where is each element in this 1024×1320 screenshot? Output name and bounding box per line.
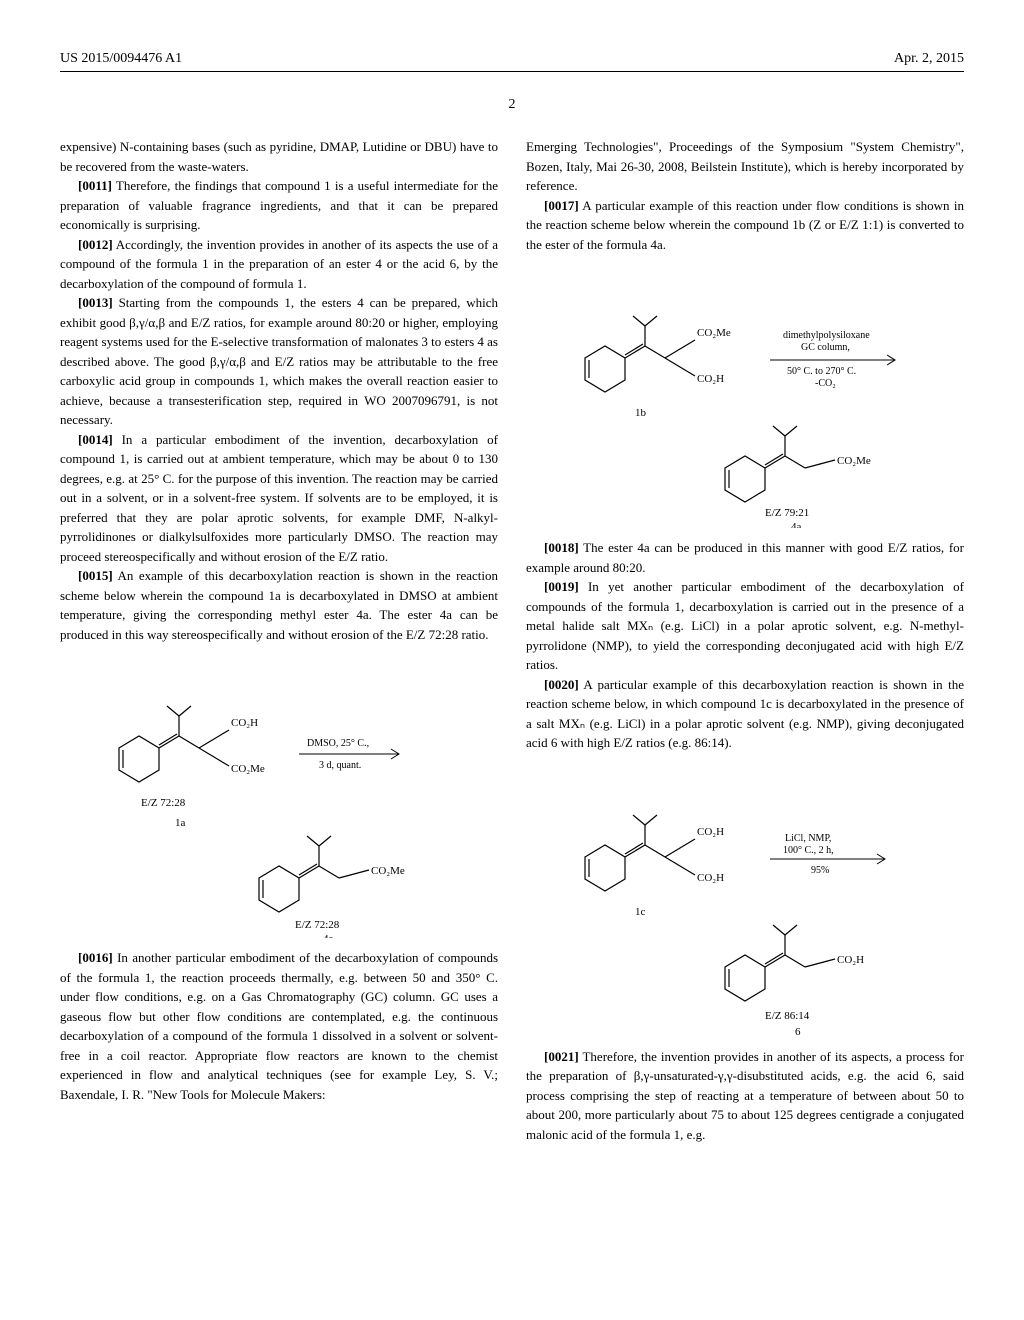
para-0014: [0014] In a particular embodiment of the… [60, 430, 498, 567]
page-number: 2 [60, 94, 964, 115]
para-num-0011: [0011] [78, 178, 112, 193]
para-num-0014: [0014] [78, 432, 113, 447]
compound-1c-structure [585, 815, 695, 891]
id-4a-right: 4a [791, 521, 802, 528]
compound-4a-structure-left [259, 836, 369, 912]
para-0020-text: A particular example of this decarboxyla… [526, 677, 964, 751]
para-0017-text: A particular example of this reaction un… [526, 198, 964, 252]
para-num-0020: [0020] [544, 677, 579, 692]
ez-6: E/Z 86:14 [765, 1010, 810, 1022]
left-column: expensive) N-containing bases (such as p… [60, 137, 498, 1144]
co2me-label-4a-left: CO₂Me [371, 865, 405, 877]
para-0016-continuation: Emerging Technologies", Proceedings of t… [526, 137, 964, 196]
co2h-label-1a: CO₂H [231, 717, 258, 729]
para-0020: [0020] A particular example of this deca… [526, 675, 964, 753]
para-num-0015: [0015] [78, 568, 113, 583]
arrow2-ln2: GC column, [801, 342, 850, 353]
co2h-label-1c-top: CO₂H [697, 826, 724, 838]
para-num-0017: [0017] [544, 198, 579, 213]
arrow2-ln4: -CO₂ [815, 378, 836, 389]
arrow1-top: DMSO, 25° C., [307, 738, 369, 749]
co2me-label-4a-right: CO₂Me [837, 455, 871, 467]
para-num-0016: [0016] [78, 950, 113, 965]
arrow3-ln3: 95% [811, 865, 829, 876]
patent-number: US 2015/0094476 A1 [60, 48, 182, 69]
id-6: 6 [795, 1026, 801, 1037]
publication-date: Apr. 2, 2015 [894, 48, 964, 69]
para-0013: [0013] Starting from the compounds 1, th… [60, 293, 498, 430]
compound-1b-structure [585, 316, 695, 392]
para-0021: [0021] Therefore, the invention provides… [526, 1047, 964, 1145]
compound-6-structure [725, 925, 835, 1001]
arrow2-ln1: dimethylpolysiloxane [783, 330, 870, 341]
para-0011: [0011] Therefore, the findings that comp… [60, 176, 498, 235]
id-1a: 1a [175, 817, 186, 829]
ez-4a-right: E/Z 79:21 [765, 507, 809, 519]
para-0013-text: Starting from the compounds 1, the ester… [60, 295, 498, 427]
para-0015-text: An example of this decarboxylation react… [60, 568, 498, 642]
co2h-label-1c-bottom: CO₂H [697, 872, 724, 884]
intro-continuation: expensive) N-containing bases (such as p… [60, 137, 498, 176]
reaction-scheme-1: CO₂H CO₂Me E/Z 72:28 1a DMSO, 25° C., 3 … [60, 658, 498, 938]
para-num-0012: [0012] [78, 237, 113, 252]
right-column: Emerging Technologies", Proceedings of t… [526, 137, 964, 1144]
para-0014-text: In a particular embodiment of the invent… [60, 432, 498, 564]
arrow1-bottom: 3 d, quant. [319, 760, 361, 771]
para-num-0013: [0013] [78, 295, 113, 310]
reaction-arrow-2 [770, 355, 895, 365]
co2me-label-1a: CO₂Me [231, 763, 265, 775]
para-0019: [0019] In yet another particular embodim… [526, 577, 964, 675]
arrow3-ln1: LiCl, NMP, [785, 833, 831, 844]
arrow3-ln2: 100° C., 2 h, [783, 845, 834, 856]
para-0019-text: In yet another particular embodiment of … [526, 579, 964, 672]
para-0016-text: In another particular embodiment of the … [60, 950, 498, 1102]
compound-4a-structure-right [725, 426, 835, 502]
co2h-label-6: CO₂H [837, 954, 864, 966]
para-0015: [0015] An example of this decarboxylatio… [60, 566, 498, 644]
para-num-0021: [0021] [544, 1049, 579, 1064]
para-0012: [0012] Accordingly, the invention provid… [60, 235, 498, 294]
co2me-label-1b: CO₂Me [697, 327, 731, 339]
reaction-scheme-3: CO₂H CO₂H 1c LiCl, NMP, 100° C., 2 h, 95… [526, 767, 964, 1037]
id-1c: 1c [635, 906, 646, 918]
id-1b: 1b [635, 407, 647, 419]
compound-1a-structure [119, 706, 229, 782]
ez-1a: E/Z 72:28 [141, 797, 186, 809]
para-num-0018: [0018] [544, 540, 579, 555]
para-0021-text: Therefore, the invention provides in ano… [526, 1049, 964, 1142]
header-rule [60, 71, 964, 72]
para-0018: [0018] The ester 4a can be produced in t… [526, 538, 964, 577]
para-0012-text: Accordingly, the invention provides in a… [60, 237, 498, 291]
para-0017: [0017] A particular example of this reac… [526, 196, 964, 255]
arrow2-ln3: 50° C. to 270° C. [787, 366, 856, 377]
para-0016: [0016] In another particular embodiment … [60, 948, 498, 1104]
para-0011-text: Therefore, the findings that compound 1 … [60, 178, 498, 232]
para-num-0019: [0019] [544, 579, 579, 594]
reaction-arrow-1 [299, 749, 399, 759]
ez-4a-left: E/Z 72:28 [295, 919, 340, 931]
id-4a-left: 4a [323, 933, 334, 938]
para-0018-text: The ester 4a can be produced in this man… [526, 540, 964, 575]
reaction-scheme-2: CO₂Me CO₂H 1b dimethylpolysiloxane GC co… [526, 268, 964, 528]
co2h-label-1b: CO₂H [697, 373, 724, 385]
